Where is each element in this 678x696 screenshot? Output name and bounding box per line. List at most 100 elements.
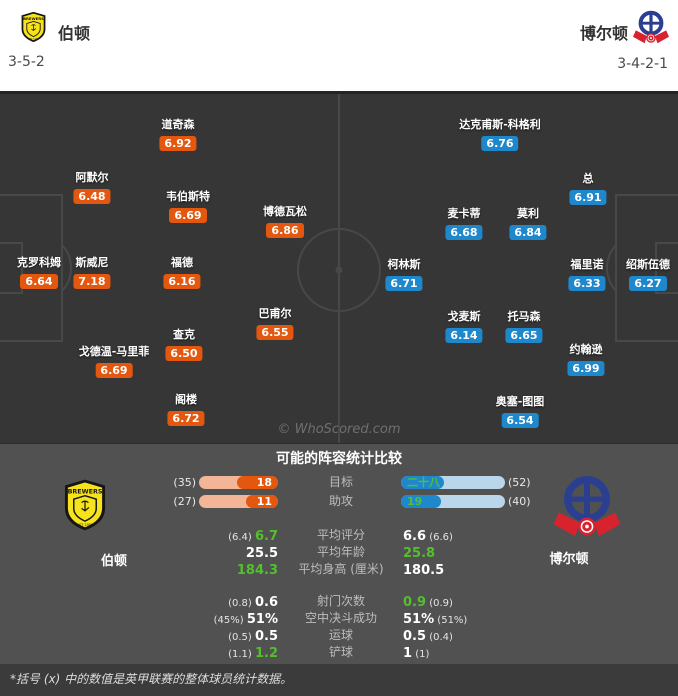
player-marker[interactable]: 道奇森 6.92 — [159, 118, 197, 151]
away-stat-value: 6.6 — [403, 529, 427, 544]
away-stat-cell: 51% (51%) — [403, 610, 673, 629]
away-league-total: (40) — [508, 495, 531, 508]
player-rating-badge: 7.18 — [73, 274, 111, 289]
player-marker[interactable]: 斯威尼 7.18 — [73, 256, 111, 289]
player-marker[interactable]: 绍斯伍德 6.27 — [626, 258, 670, 291]
stats-section — [0, 443, 678, 665]
player-marker[interactable]: 柯林斯 6.71 — [385, 258, 423, 291]
player-name: 福德 — [170, 256, 193, 269]
home-team-name[interactable]: 伯顿 — [58, 24, 91, 43]
player-marker[interactable]: 阿默尔 6.48 — [73, 171, 111, 204]
player-marker[interactable]: 托马森 6.65 — [505, 310, 543, 343]
away-team-name[interactable]: 博尔顿 — [579, 24, 628, 43]
player-marker[interactable]: 博德瓦松 6.86 — [263, 205, 307, 238]
player-rating-badge: 6.64 — [20, 274, 58, 289]
player-marker[interactable]: 奥塞-图图 6.54 — [496, 395, 544, 428]
player-marker[interactable]: 戈麦斯 6.14 — [445, 310, 483, 343]
stat-label: 平均身高 (厘米) — [298, 562, 384, 576]
player-marker[interactable]: 福里诺 6.33 — [568, 258, 606, 291]
home-league-paren: (45%) — [213, 615, 247, 626]
home-stat-cell: (1.1) 1.2 — [0, 644, 278, 663]
away-league-paren: (6.6) — [426, 532, 453, 543]
away-stat-value: 二十八 — [407, 476, 440, 489]
stat-label: 平均年龄 — [316, 545, 365, 559]
match-header: BREWERS EST 1950 伯顿 3-5-2 博尔顿 — [0, 0, 678, 94]
home-team-logo-large-icon[interactable]: BREWERS EST 1950 — [63, 474, 107, 536]
player-name: 阁楼 — [174, 393, 197, 406]
stat-row: 184.3 平均身高 (厘米) 180.5 — [0, 561, 678, 579]
watermark: © WhoScored.com — [277, 422, 401, 437]
away-stat-value: 0.5 — [403, 629, 427, 644]
away-team-logo-icon[interactable] — [630, 8, 672, 48]
stat-label: 铲球 — [328, 645, 353, 659]
player-rating-badge: 6.55 — [256, 325, 294, 340]
player-name: 克罗科姆 — [17, 256, 61, 269]
stat-row: 25.5 平均年龄 25.8 — [0, 544, 678, 561]
away-stat-cell: 0.9 (0.9) — [403, 593, 673, 612]
away-league-paren: (0.4) — [426, 632, 453, 643]
home-stat-cell: (0.5) 0.5 — [0, 627, 278, 646]
player-marker[interactable]: 韦伯斯特 6.69 — [166, 190, 210, 223]
stat-label: 空中决斗成功 — [304, 611, 377, 625]
player-marker[interactable]: 阁楼 6.72 — [167, 393, 205, 426]
player-marker[interactable]: 总 6.91 — [569, 172, 607, 205]
home-team-logo-icon[interactable]: BREWERS EST 1950 — [20, 11, 47, 43]
player-rating-badge: 6.86 — [266, 223, 304, 238]
player-name: 戈麦斯 — [447, 310, 481, 323]
home-stat-value: 51% — [246, 612, 278, 627]
player-rating-badge: 6.48 — [73, 189, 111, 204]
player-rating-badge: 6.69 — [95, 363, 133, 378]
away-stat-cell: 1 (1) — [403, 644, 673, 663]
player-rating-badge: 6.33 — [568, 276, 606, 291]
player-marker[interactable]: 克罗科姆 6.64 — [17, 256, 61, 289]
player-marker[interactable]: 莫利 6.84 — [509, 207, 547, 240]
home-stat-value: 0.6 — [254, 595, 278, 610]
footnote: *括号 (x) 中的数值是英甲联赛的整体球员统计数据。 — [10, 672, 293, 686]
stat-row: (0.5) 0.5 运球 0.5 (0.4) — [0, 627, 678, 646]
stat-row: (45%) 51% 空中决斗成功 51% (51%) — [0, 610, 678, 629]
stats-away-team-label: 博尔顿 — [549, 552, 589, 567]
away-stat-bar: 19 — [401, 495, 505, 508]
home-league-paren: (0.8) — [228, 598, 255, 609]
home-stat-bar: 11 — [199, 495, 278, 508]
svg-text:EST 1950: EST 1950 — [29, 39, 39, 41]
player-marker[interactable]: 查克 6.50 — [165, 328, 203, 361]
player-name: 达克甫斯-科格利 — [459, 118, 541, 131]
player-rating-badge: 6.84 — [509, 225, 547, 240]
player-name: 巴甫尔 — [258, 307, 292, 320]
home-stat-value: 184.3 — [236, 563, 278, 578]
home-stat-value: 11 — [256, 495, 272, 508]
away-formation: 3-4-2-1 — [617, 56, 668, 72]
player-rating-badge: 6.69 — [169, 208, 207, 223]
player-marker[interactable]: 巴甫尔 6.55 — [256, 307, 294, 340]
home-league-total: (27) — [173, 495, 196, 508]
player-marker[interactable]: 戈德温-马里菲 6.69 — [79, 345, 149, 378]
away-team-logo-large-icon[interactable] — [550, 468, 624, 548]
away-stat-cell: 180.5 — [403, 561, 673, 579]
home-formation: 3-5-2 — [8, 54, 45, 70]
svg-text:EST 1950: EST 1950 — [77, 523, 93, 527]
player-marker[interactable]: 达克甫斯-科格利 6.76 — [459, 118, 541, 151]
stat-bar-label: 助攻 — [328, 494, 353, 508]
player-rating-badge: 6.99 — [567, 361, 605, 376]
stat-bar-row: (35) 18 目标 二十八 (52) — [0, 476, 678, 489]
home-stat-cell: (0.8) 0.6 — [0, 593, 278, 612]
away-league-paren: (51%) — [434, 615, 468, 626]
player-marker[interactable]: 福德 6.16 — [163, 256, 201, 289]
player-rating-badge: 6.27 — [629, 276, 667, 291]
away-stat-value: 25.8 — [403, 546, 436, 561]
home-stat-bar-fill — [246, 495, 278, 508]
away-stat-cell: 0.5 (0.4) — [403, 627, 673, 646]
player-rating-badge: 6.68 — [445, 225, 483, 240]
away-stat-value: 1 — [403, 646, 413, 661]
stat-label: 射门次数 — [316, 594, 365, 608]
footer: *括号 (x) 中的数值是英甲联赛的整体球员统计数据。 — [0, 664, 678, 696]
away-league-paren: (0.9) — [426, 598, 453, 609]
player-marker[interactable]: 麦卡蒂 6.68 — [445, 207, 483, 240]
away-league-paren: (1) — [412, 649, 430, 660]
player-name: 托马森 — [507, 310, 541, 323]
player-marker[interactable]: 约翰逊 6.99 — [567, 343, 605, 376]
player-name: 总 — [582, 172, 594, 185]
stat-row: (1.1) 1.2 铲球 1 (1) — [0, 644, 678, 663]
